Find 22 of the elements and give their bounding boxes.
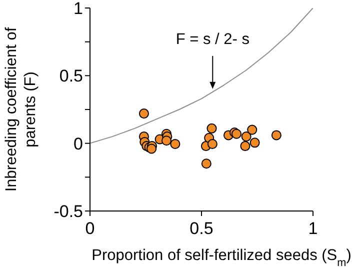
y-tick-label: -0.5 bbox=[54, 202, 83, 222]
point bbox=[247, 124, 258, 135]
point bbox=[146, 144, 157, 154]
point bbox=[271, 130, 282, 140]
y-tick-label: 0 bbox=[74, 134, 83, 154]
line-series bbox=[90, 8, 313, 144]
annotation: F = s / 2- s bbox=[176, 30, 250, 48]
x-tick-label: 1 bbox=[308, 219, 318, 238]
y-tick-label: 0.5 bbox=[59, 66, 83, 86]
point bbox=[250, 138, 260, 148]
point bbox=[241, 132, 252, 142]
point bbox=[240, 141, 250, 152]
point bbox=[138, 108, 149, 119]
x-axis-title: Proportion of self-fertilized seeds (S$_{m}$) bbox=[92, 247, 352, 267]
point bbox=[161, 136, 172, 146]
point bbox=[170, 139, 180, 150]
y-tick-label: 1 bbox=[74, 0, 83, 18]
x-tick-label: 0.5 bbox=[190, 219, 214, 238]
point bbox=[201, 158, 212, 169]
y-axis-title: Inbreeding coefficient of parents (F) bbox=[3, 26, 39, 192]
point bbox=[207, 139, 218, 150]
point bbox=[206, 123, 217, 134]
